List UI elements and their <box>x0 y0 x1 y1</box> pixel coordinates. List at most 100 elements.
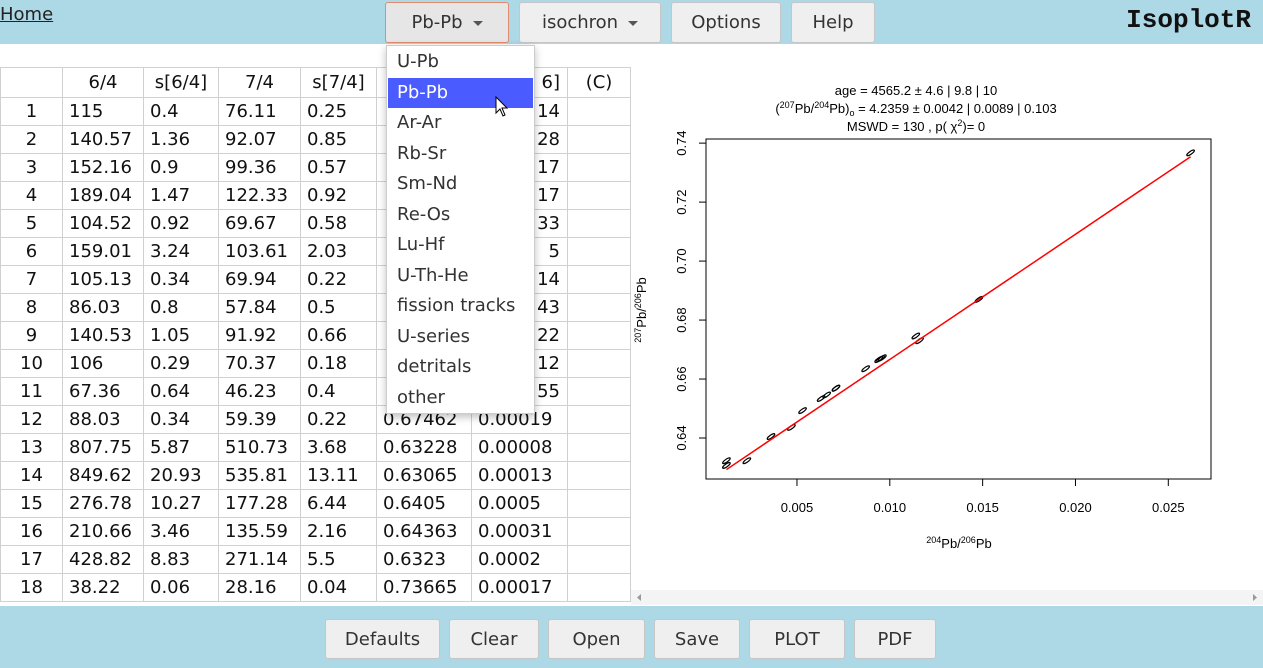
table-cell[interactable]: 28.16 <box>218 573 301 602</box>
table-cell[interactable]: 0.58 <box>300 209 377 238</box>
dropdown-item[interactable]: U-Pb <box>397 51 439 72</box>
table-cell[interactable]: 0.0002 <box>471 545 568 574</box>
dropdown-item[interactable]: Ar-Ar <box>397 112 442 133</box>
table-cell[interactable]: 0.34 <box>143 265 219 294</box>
table-cell[interactable]: 99.36 <box>218 153 301 182</box>
table-cell[interactable]: 135.59 <box>218 517 301 546</box>
table-cell[interactable]: 46.23 <box>218 377 301 406</box>
table-cell[interactable]: 0.92 <box>300 181 377 210</box>
table-cell[interactable] <box>567 265 631 294</box>
table-cell[interactable]: 0.6405 <box>376 489 472 518</box>
table-cell[interactable]: 140.57 <box>62 125 144 154</box>
table-cell[interactable]: 0.57 <box>300 153 377 182</box>
table-cell[interactable]: 105.13 <box>62 265 144 294</box>
table-cell[interactable]: 1.36 <box>143 125 219 154</box>
table-cell[interactable]: 0.6323 <box>376 545 472 574</box>
table-cell[interactable]: 69.67 <box>218 209 301 238</box>
menu-button[interactable]: Help <box>791 2 875 43</box>
table-cell[interactable]: 0.64 <box>143 377 219 406</box>
table-cell[interactable]: 152.16 <box>62 153 144 182</box>
table-cell[interactable] <box>567 237 631 266</box>
table-cell[interactable]: 13.11 <box>300 461 377 490</box>
table-cell[interactable] <box>567 181 631 210</box>
table-cell[interactable]: 3.24 <box>143 237 219 266</box>
table-cell[interactable]: 0.34 <box>143 405 219 434</box>
dropdown-item[interactable]: Sm-Nd <box>397 173 458 194</box>
dropdown-item[interactable]: other <box>397 386 445 408</box>
table-cell[interactable] <box>567 517 631 546</box>
table-cell[interactable]: 0.22 <box>300 405 377 434</box>
table-cell[interactable]: 271.14 <box>218 545 301 574</box>
table-cell[interactable]: 59.39 <box>218 405 301 434</box>
table-cell[interactable]: 104.52 <box>62 209 144 238</box>
table-cell[interactable]: 0.00017 <box>471 573 568 602</box>
table-cell[interactable]: 0.85 <box>300 125 377 154</box>
table-cell[interactable]: 0.4 <box>143 97 219 126</box>
table-cell[interactable]: 0.18 <box>300 349 377 378</box>
table-cell[interactable]: 0.29 <box>143 349 219 378</box>
table-cell[interactable]: 0.63065 <box>376 461 472 490</box>
table-cell[interactable]: 88.03 <box>62 405 144 434</box>
table-cell[interactable]: 6.44 <box>300 489 377 518</box>
table-cell[interactable]: 0.06 <box>143 573 219 602</box>
footer-button[interactable]: Save <box>654 619 740 659</box>
table-cell[interactable] <box>567 433 631 462</box>
table-cell[interactable] <box>567 125 631 154</box>
table-cell[interactable]: 0.25 <box>300 97 377 126</box>
dropdown-item[interactable]: Rb-Sr <box>397 142 447 164</box>
table-cell[interactable]: 0.22 <box>300 265 377 294</box>
dropdown-item[interactable]: Re-Os <box>397 203 451 225</box>
table-cell[interactable]: 5.5 <box>300 545 377 574</box>
table-cell[interactable]: 20.93 <box>143 461 219 490</box>
table-cell[interactable]: 1.05 <box>143 321 219 350</box>
table-cell[interactable] <box>567 293 631 322</box>
footer-button[interactable]: PDF <box>854 619 936 659</box>
dropdown-item[interactable]: fission tracks <box>397 295 516 316</box>
table-cell[interactable] <box>567 349 631 378</box>
table-cell[interactable]: 428.82 <box>62 545 144 574</box>
table-cell[interactable]: 0.73665 <box>376 573 472 602</box>
footer-button[interactable]: Open <box>548 619 645 659</box>
table-cell[interactable] <box>567 489 631 518</box>
footer-button[interactable]: Clear <box>449 619 539 659</box>
table-cell[interactable] <box>567 153 631 182</box>
table-cell[interactable]: 1.47 <box>143 181 219 210</box>
menu-button[interactable]: Options <box>671 2 781 43</box>
table-cell[interactable]: 10.27 <box>143 489 219 518</box>
table-cell[interactable] <box>567 461 631 490</box>
dropdown-item[interactable]: U-series <box>397 325 470 347</box>
table-cell[interactable]: 189.04 <box>62 181 144 210</box>
table-cell[interactable] <box>567 545 631 574</box>
table-cell[interactable]: 0.9 <box>143 153 219 182</box>
table-cell[interactable]: 0.00031 <box>471 517 568 546</box>
table-cell[interactable]: 849.62 <box>62 461 144 490</box>
scroll-left[interactable] <box>637 594 641 601</box>
home-link[interactable]: Home <box>0 4 54 25</box>
footer-button[interactable]: PLOT <box>749 619 845 659</box>
dropdown-item[interactable]: Lu-Hf <box>397 234 445 255</box>
table-cell[interactable]: 2.16 <box>300 517 377 546</box>
table-cell[interactable]: 177.28 <box>218 489 301 518</box>
menu-button[interactable]: Pb-Pb <box>385 2 509 43</box>
table-cell[interactable]: 57.84 <box>218 293 301 322</box>
table-cell[interactable]: 70.37 <box>218 349 301 378</box>
table-cell[interactable]: 115 <box>62 97 144 126</box>
table-cell[interactable]: 0.4 <box>300 377 377 406</box>
table-cell[interactable]: 38.22 <box>62 573 144 602</box>
table-cell[interactable] <box>567 97 631 126</box>
table-cell[interactable]: 510.73 <box>218 433 301 462</box>
table-cell[interactable]: 122.33 <box>218 181 301 210</box>
scroll-right[interactable] <box>1253 594 1257 601</box>
table-cell[interactable]: 8.83 <box>143 545 219 574</box>
table-cell[interactable]: 3.68 <box>300 433 377 462</box>
table-cell[interactable]: 0.92 <box>143 209 219 238</box>
table-cell[interactable]: 3.46 <box>143 517 219 546</box>
table-cell[interactable]: 91.92 <box>218 321 301 350</box>
table-cell[interactable]: 0.00008 <box>471 433 568 462</box>
table-cell[interactable]: 0.8 <box>143 293 219 322</box>
table-cell[interactable] <box>567 573 631 602</box>
table-cell[interactable]: 0.64363 <box>376 517 472 546</box>
table-cell[interactable]: 276.78 <box>62 489 144 518</box>
table-cell[interactable]: 76.11 <box>218 97 301 126</box>
table-cell[interactable]: 0.66 <box>300 321 377 350</box>
